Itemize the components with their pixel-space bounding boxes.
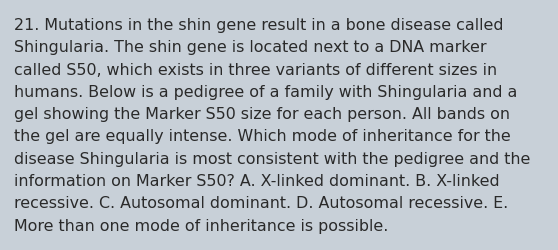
Text: information on Marker S50? A. X-linked dominant. B. X-linked: information on Marker S50? A. X-linked d…: [14, 174, 499, 188]
Text: Shingularia. The shin gene is located next to a DNA marker: Shingularia. The shin gene is located ne…: [14, 40, 487, 55]
Text: gel showing the Marker S50 size for each person. All bands on: gel showing the Marker S50 size for each…: [14, 107, 510, 122]
Text: disease Shingularia is most consistent with the pedigree and the: disease Shingularia is most consistent w…: [14, 151, 530, 166]
Text: 21. Mutations in the shin gene result in a bone disease called: 21. Mutations in the shin gene result in…: [14, 18, 503, 33]
Text: More than one mode of inheritance is possible.: More than one mode of inheritance is pos…: [14, 218, 388, 233]
Text: humans. Below is a pedigree of a family with Shingularia and a: humans. Below is a pedigree of a family …: [14, 84, 517, 100]
Text: recessive. C. Autosomal dominant. D. Autosomal recessive. E.: recessive. C. Autosomal dominant. D. Aut…: [14, 196, 508, 210]
Text: the gel are equally intense. Which mode of inheritance for the: the gel are equally intense. Which mode …: [14, 129, 511, 144]
Text: called S50, which exists in three variants of different sizes in: called S50, which exists in three varian…: [14, 62, 497, 77]
